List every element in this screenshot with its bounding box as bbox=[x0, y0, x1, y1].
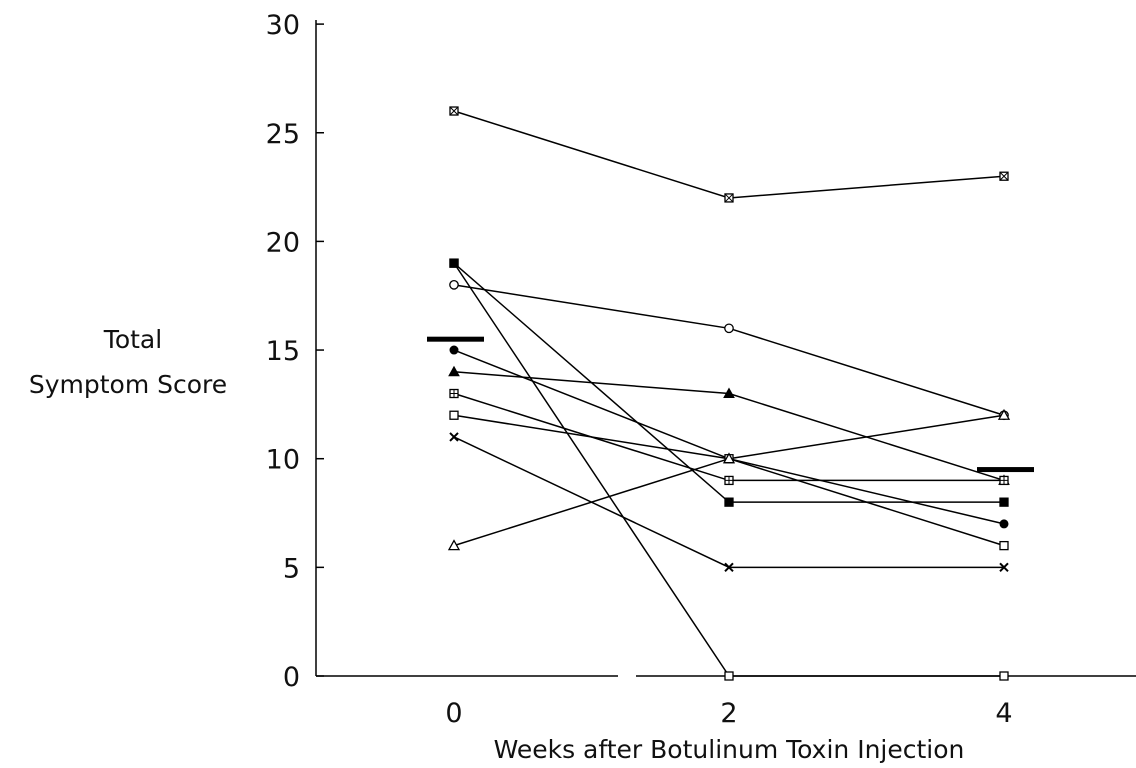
data-point bbox=[724, 323, 734, 334]
y-tick-label: 0 bbox=[283, 662, 300, 693]
y-axis-ticks: 0 5 10 15 20 25 30 bbox=[266, 10, 324, 693]
series-line-7 bbox=[453, 392, 1004, 482]
mean-bar bbox=[977, 467, 1034, 473]
point-marker bbox=[449, 258, 459, 268]
point-marker bbox=[999, 519, 1009, 529]
x-tick-label: 4 bbox=[995, 698, 1012, 729]
point-marker-cross bbox=[724, 193, 734, 203]
point-marker bbox=[449, 410, 459, 420]
data-point bbox=[999, 475, 1009, 486]
point-marker bbox=[449, 432, 459, 442]
series-line-1 bbox=[453, 110, 1005, 199]
point-marker-cross bbox=[725, 476, 733, 485]
point-marker bbox=[999, 671, 1009, 681]
point-marker bbox=[448, 365, 460, 377]
point-marker bbox=[723, 387, 735, 399]
y-tick-label: 15 bbox=[266, 336, 300, 367]
y-tick-label: 20 bbox=[266, 227, 300, 258]
data-point bbox=[999, 562, 1009, 573]
data-point bbox=[723, 387, 735, 399]
point-marker bbox=[724, 323, 734, 334]
point-marker bbox=[724, 671, 734, 681]
data-point bbox=[999, 519, 1009, 529]
point-marker-cross bbox=[449, 106, 459, 116]
data-point bbox=[449, 410, 459, 420]
x-tick-label: 0 bbox=[445, 698, 462, 729]
point-marker bbox=[449, 280, 459, 290]
point-marker bbox=[997, 408, 1011, 420]
point-marker-cross bbox=[1000, 476, 1008, 485]
data-point bbox=[999, 671, 1009, 681]
mean-bars bbox=[427, 336, 1034, 473]
data-point bbox=[724, 475, 734, 486]
y-tick-label: 10 bbox=[266, 445, 300, 476]
point-marker bbox=[999, 562, 1009, 573]
data-point bbox=[448, 365, 460, 377]
point-marker bbox=[724, 497, 734, 507]
y-tick-label: 30 bbox=[266, 10, 300, 41]
point-marker bbox=[999, 540, 1009, 551]
data-point bbox=[724, 497, 734, 507]
data-point bbox=[449, 106, 459, 116]
data-point bbox=[724, 671, 734, 681]
data-point bbox=[449, 345, 459, 355]
point-marker bbox=[722, 452, 736, 464]
point-marker bbox=[724, 562, 734, 573]
series-markers bbox=[447, 106, 1011, 681]
point-marker bbox=[449, 345, 459, 355]
y-tick-label: 5 bbox=[283, 553, 300, 584]
y-tick-label: 25 bbox=[266, 119, 300, 150]
point-marker-cross bbox=[999, 171, 1009, 181]
data-point bbox=[449, 280, 459, 290]
y-axis-title-line2: Symptom Score bbox=[29, 370, 227, 399]
data-point bbox=[997, 408, 1011, 420]
y-axis-title-line1: Total bbox=[103, 325, 162, 354]
point-marker bbox=[999, 497, 1009, 507]
point-marker-cross bbox=[450, 389, 458, 398]
data-point bbox=[449, 258, 459, 268]
data-point bbox=[447, 539, 461, 551]
data-point bbox=[999, 497, 1009, 507]
data-point bbox=[999, 171, 1009, 181]
data-point bbox=[722, 452, 736, 464]
data-point bbox=[999, 540, 1009, 551]
point-marker bbox=[447, 539, 461, 551]
data-point bbox=[449, 432, 459, 442]
data-point bbox=[449, 388, 459, 399]
x-axis-ticks: 0 2 4 bbox=[445, 698, 1012, 729]
data-point bbox=[724, 193, 734, 203]
x-axis-title: Weeks after Botulinum Toxin Injection bbox=[494, 735, 965, 764]
x-tick-label: 2 bbox=[720, 698, 737, 729]
data-point bbox=[724, 562, 734, 573]
mean-bar bbox=[427, 336, 484, 342]
